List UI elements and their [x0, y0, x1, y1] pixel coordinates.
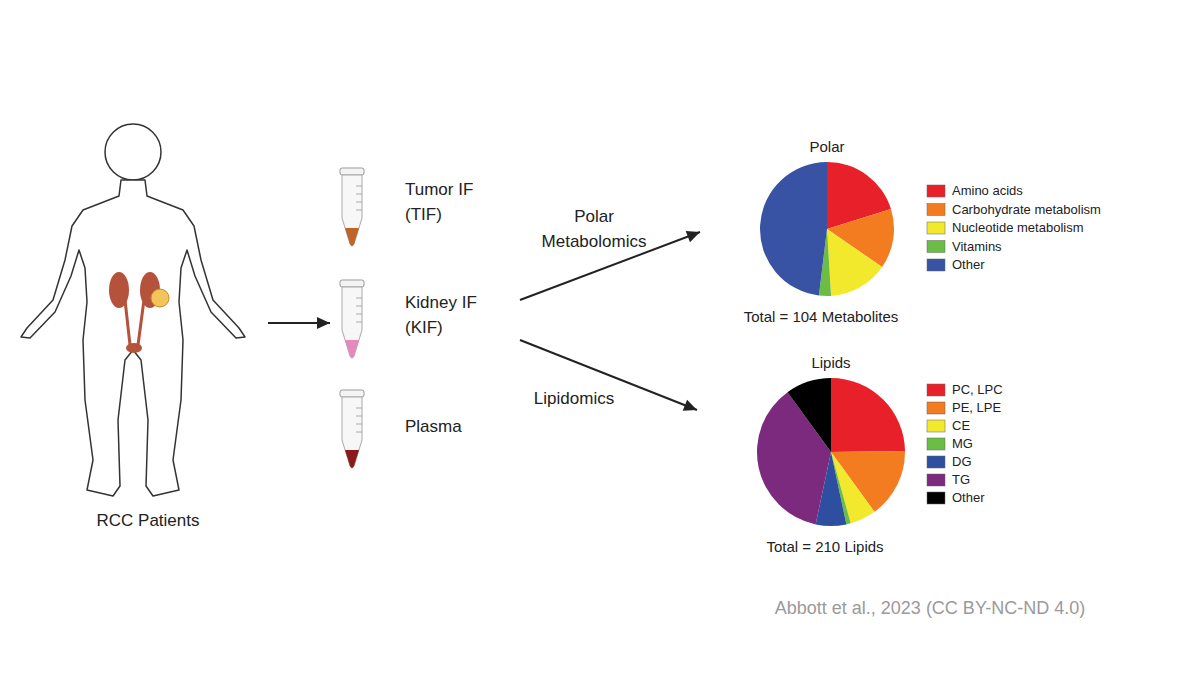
svg-text:TG: TG — [952, 472, 970, 487]
svg-text:(TIF): (TIF) — [405, 205, 442, 224]
svg-text:Plasma: Plasma — [405, 417, 462, 436]
svg-text:RCC Patients: RCC Patients — [97, 511, 200, 530]
svg-text:Total = 104 Metabolites: Total = 104 Metabolites — [744, 308, 899, 325]
svg-text:Vitamins: Vitamins — [952, 239, 1002, 254]
svg-text:Kidney IF: Kidney IF — [405, 293, 477, 312]
svg-text:Abbott et al., 2023 (CC BY-NC-: Abbott et al., 2023 (CC BY-NC-ND 4.0) — [775, 598, 1085, 618]
svg-text:Carbohydrate metabolism: Carbohydrate metabolism — [952, 202, 1101, 217]
svg-text:Total = 210 Lipids: Total = 210 Lipids — [766, 538, 883, 555]
svg-text:Nucleotide metabolism: Nucleotide metabolism — [952, 220, 1084, 235]
svg-text:Polar: Polar — [574, 207, 614, 226]
svg-text:Lipids: Lipids — [811, 354, 850, 371]
svg-text:PE, LPE: PE, LPE — [952, 400, 1001, 415]
svg-text:Amino acids: Amino acids — [952, 183, 1023, 198]
svg-text:CE: CE — [952, 418, 970, 433]
svg-text:Other: Other — [952, 490, 985, 505]
svg-text:Metabolomics: Metabolomics — [542, 232, 647, 251]
svg-text:MG: MG — [952, 436, 973, 451]
svg-text:PC, LPC: PC, LPC — [952, 382, 1003, 397]
svg-text:DG: DG — [952, 454, 972, 469]
svg-text:Tumor IF: Tumor IF — [405, 180, 473, 199]
svg-text:Other: Other — [952, 257, 985, 272]
svg-text:Polar: Polar — [809, 138, 844, 155]
svg-text:Lipidomics: Lipidomics — [534, 389, 614, 408]
svg-text:(KIF): (KIF) — [405, 318, 443, 337]
